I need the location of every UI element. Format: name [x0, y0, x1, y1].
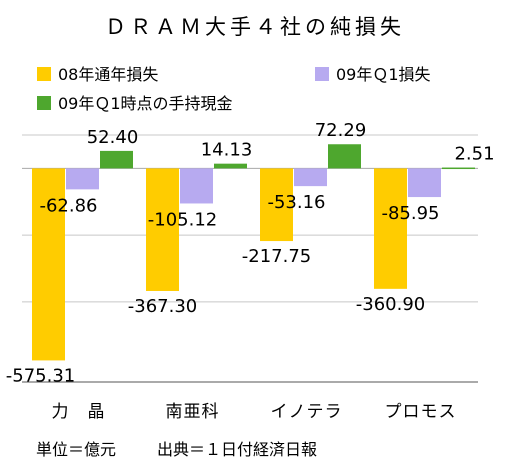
- data-label-09-q1-loss: -53.16: [267, 192, 325, 213]
- bar-09-q1-loss: [294, 168, 327, 187]
- data-label-09-q1-cash: 72.29: [315, 120, 367, 141]
- data-label-08-annual-loss: -217.75: [242, 246, 311, 267]
- unit-note: 単位＝億元: [36, 440, 116, 459]
- legend: 08年通年損失 09年Ｑ1損失 09年Ｑ1時点の手持現金: [37, 65, 431, 113]
- legend-swatch-09-q1-loss: [315, 67, 329, 81]
- bar-08-annual-loss: [32, 168, 65, 361]
- data-label-09-q1-cash: 14.13: [201, 140, 253, 161]
- bars: [32, 144, 475, 361]
- bar-08-annual-loss: [146, 168, 179, 291]
- legend-label-08-annual-loss: 08年通年損失: [58, 65, 158, 84]
- bar-09-q1-cash: [328, 144, 361, 169]
- legend-swatch-08-annual-loss: [37, 67, 51, 81]
- data-label-09-q1-loss: -105.12: [148, 209, 217, 230]
- bar-09-q1-loss: [180, 168, 213, 204]
- bar-08-annual-loss: [374, 168, 407, 289]
- data-label-08-annual-loss: -575.31: [6, 365, 75, 386]
- data-label-09-q1-loss: -85.95: [381, 203, 439, 224]
- category-label: プロモス: [385, 402, 457, 422]
- legend-label-09-q1-loss: 09年Ｑ1損失: [336, 65, 431, 84]
- legend-swatch-09-q1-cash: [37, 96, 51, 110]
- category-label: 力 晶: [52, 402, 106, 422]
- data-label-09-q1-cash: 52.40: [87, 127, 139, 148]
- bar-09-q1-cash: [442, 167, 475, 170]
- category-label: 南亜科: [166, 402, 220, 422]
- data-label-08-annual-loss: -367.30: [128, 296, 197, 317]
- bar-09-q1-cash: [214, 163, 247, 169]
- data-label-09-q1-cash: 2.51: [454, 144, 494, 165]
- category-label: イノテラ: [271, 402, 343, 422]
- category-labels: 力 晶 南亜科 イノテラ プロモス: [52, 402, 457, 422]
- data-label-09-q1-loss: -62.86: [39, 195, 97, 216]
- source-note: 出典＝１日付経済日報: [157, 440, 317, 459]
- bar-08-annual-loss: [260, 168, 293, 242]
- legend-label-09-q1-cash: 09年Ｑ1時点の手持現金: [58, 94, 233, 113]
- data-label-08-annual-loss: -360.90: [356, 294, 425, 315]
- bar-09-q1-loss: [408, 168, 441, 198]
- bar-09-q1-loss: [66, 168, 99, 190]
- data-labels: -575.31 -62.86 52.40 -367.30 -105.12 14.13 -21…: [6, 120, 495, 386]
- bar-09-q1-cash: [100, 150, 133, 169]
- chart-title: ＤＲＡＭ大手４社の純損失: [105, 15, 405, 39]
